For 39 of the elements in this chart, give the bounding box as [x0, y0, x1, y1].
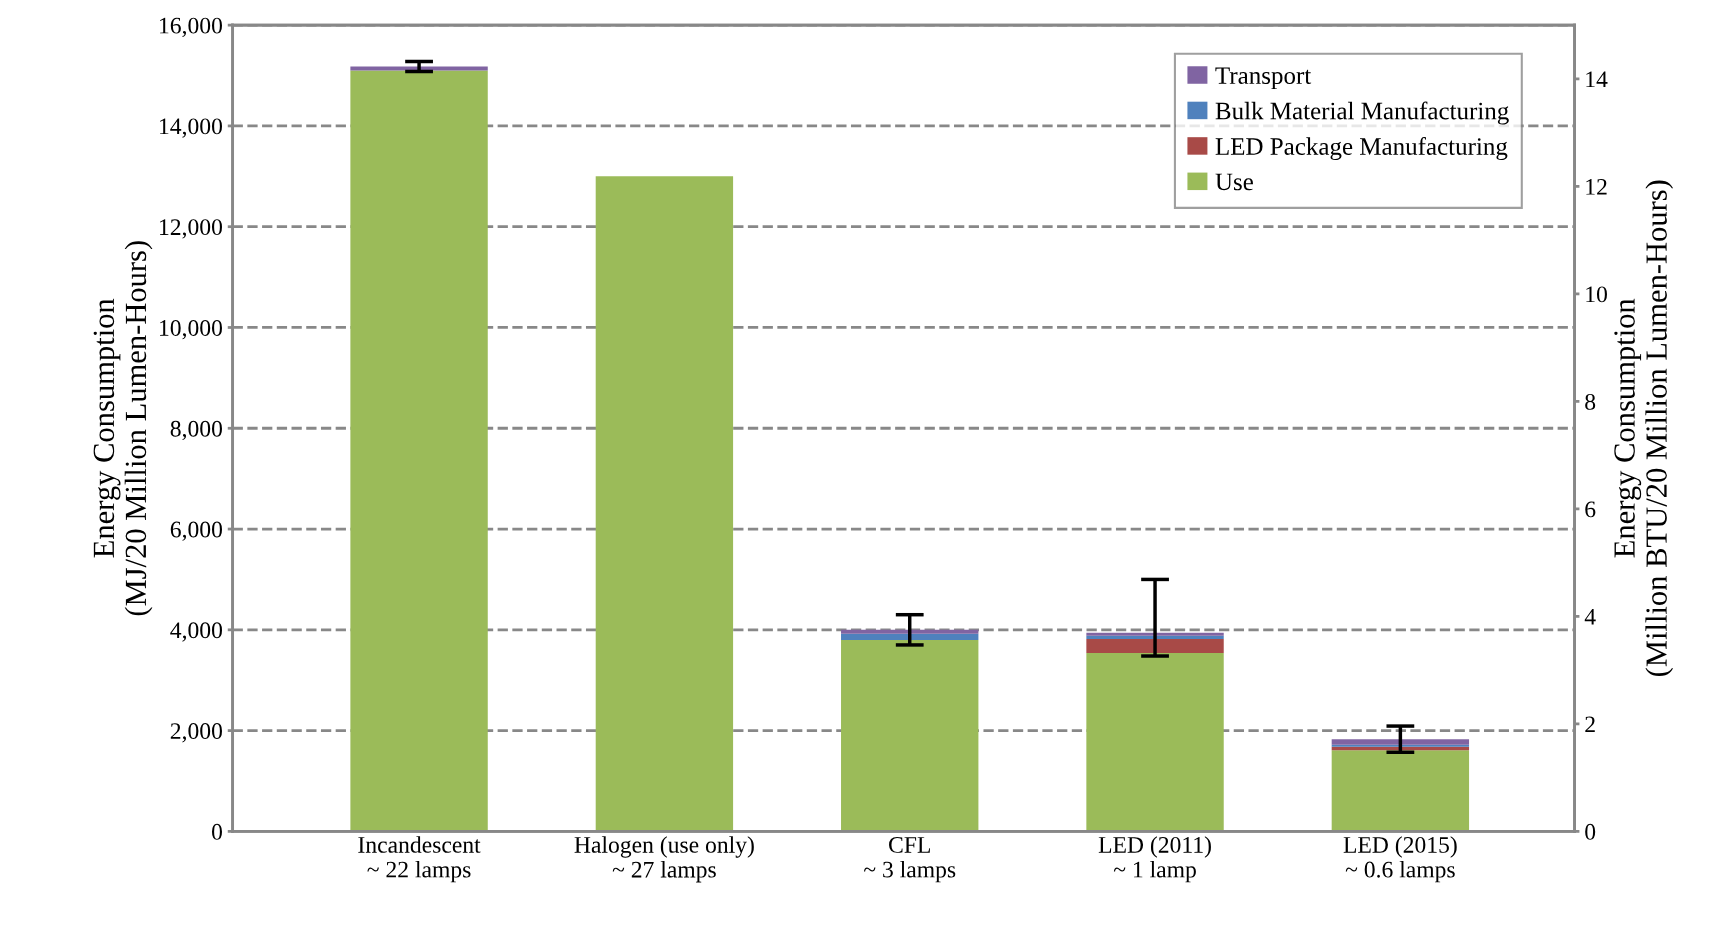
y2-tick-label: 4 — [1584, 609, 1596, 625]
y-tick-label: 0 — [212, 823, 222, 840]
bar — [841, 629, 979, 634]
y-tick-label: 10,000 — [160, 319, 222, 340]
x-tick-label: Incandescent ~ 22 lamps — [358, 836, 481, 883]
y2-tick-label: 8 — [1585, 393, 1596, 410]
y2-axis-title: Energy Consumption (Million BTU/20 Million Lumen-Hours) — [1614, 180, 1674, 677]
x-tick-label: Halogen (use only) ~ 27 lamps — [574, 836, 754, 883]
bar — [350, 70, 488, 832]
x-tick-label: CFL ~ 3 lamps — [863, 836, 956, 883]
y2-tick-label: 2 — [1585, 716, 1595, 733]
bar — [1086, 638, 1224, 653]
x-tick-label: LED (2011) ~ 1 lamp — [1098, 836, 1211, 883]
bar — [841, 639, 979, 832]
y-tick-label: 12,000 — [160, 219, 222, 239]
bar — [1086, 653, 1224, 832]
y2-tick-label: 0 — [1585, 823, 1596, 840]
bar — [1331, 744, 1470, 747]
x-tick-label: LED (2015) ~ 0.6 lamps — [1343, 836, 1457, 883]
y-tick-label: 16,000 — [160, 17, 222, 37]
bar — [1331, 750, 1470, 832]
bar — [1331, 739, 1470, 745]
legend-label: LED Package Manufacturing — [1215, 137, 1508, 161]
y-tick-label: 4,000 — [170, 622, 222, 642]
y-tick-label: 2,000 — [170, 723, 222, 743]
bar — [350, 66, 488, 71]
bar — [841, 633, 979, 640]
y2-tick-label: 10 — [1586, 286, 1607, 303]
y-tick-label: 8,000 — [170, 420, 222, 441]
y2-tick-label: 6 — [1585, 501, 1596, 518]
y2-tick-label: 12 — [1586, 178, 1607, 195]
y2-tick-label: 14 — [1586, 71, 1608, 88]
y-tick-label: 6,000 — [170, 521, 222, 541]
y-axis-title: Energy Consumption (MJ/20 Million Lumen-Hours) — [93, 241, 153, 616]
y-tick-label: 14,000 — [160, 118, 222, 138]
legend-label: Use — [1215, 173, 1253, 191]
legend-label: Bulk Material Manufacturing — [1215, 101, 1509, 125]
bar — [595, 176, 734, 832]
legend-label: Transport — [1215, 67, 1312, 90]
